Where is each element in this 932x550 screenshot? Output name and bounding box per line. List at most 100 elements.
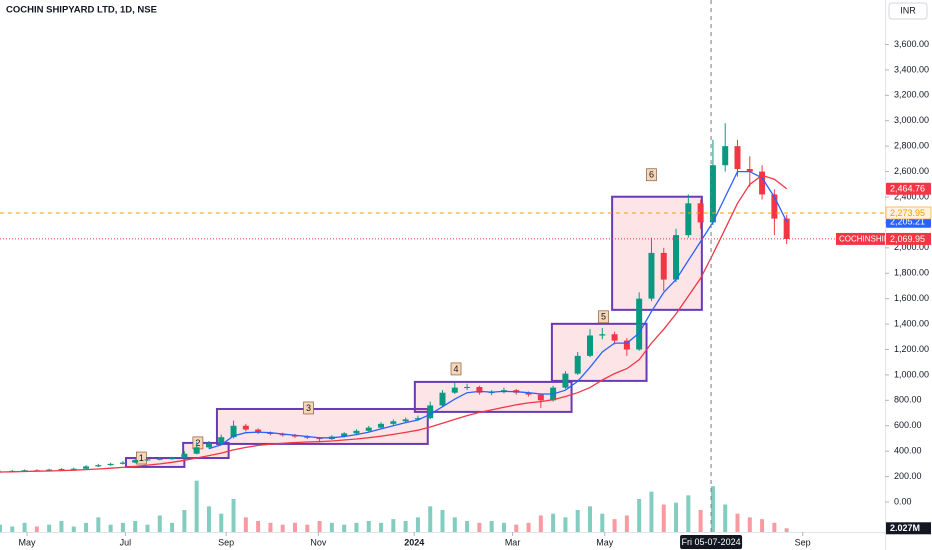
box-label-bg <box>136 451 147 465</box>
currency-box[interactable] <box>888 2 928 20</box>
candle-body <box>660 252 667 280</box>
box-label: 5 <box>601 312 606 322</box>
volume-bar <box>71 526 76 532</box>
candle-body <box>390 421 397 424</box>
candle-body <box>525 392 532 395</box>
x-tick-label: May <box>596 537 614 547</box>
y-tick-label: 1,200.00 <box>894 344 929 354</box>
candle-body <box>759 171 766 195</box>
candle-body <box>144 459 151 461</box>
volume-bar <box>182 510 187 532</box>
volume-bar <box>317 521 322 532</box>
y-tick-label: 200.00 <box>894 471 922 481</box>
volume-bar <box>501 522 506 532</box>
volume-bar <box>526 522 531 532</box>
box-label-bg <box>646 168 657 182</box>
candle-body <box>439 392 446 406</box>
volume-bar <box>747 517 752 532</box>
symbol-tag <box>836 232 885 245</box>
moving-average <box>208 170 788 450</box>
x-tick-label: 2024 <box>404 537 424 547</box>
y-tick-label: 1,800.00 <box>894 268 929 278</box>
x-tick-label: Sep <box>218 537 234 547</box>
crosshair-price-label: 2,273.95 <box>890 208 925 218</box>
volume-bar <box>391 519 396 532</box>
candle-body <box>193 447 200 454</box>
crosshair-price-tag <box>885 206 932 220</box>
y-tick-label: 800.00 <box>894 395 922 405</box>
candle-body <box>316 437 323 440</box>
candle-body <box>476 386 483 393</box>
volume-bar <box>219 513 224 532</box>
x-tick-label: Nov <box>310 537 327 547</box>
volume-bar <box>84 522 89 532</box>
candle-body <box>267 432 274 435</box>
volume-bar <box>293 522 297 532</box>
y-tick-label: 3,200.00 <box>894 90 929 100</box>
candle-body <box>169 458 176 460</box>
volume-bar <box>514 524 519 532</box>
candle-body <box>451 387 458 393</box>
volume-bar <box>268 522 273 532</box>
candle-body <box>562 373 569 388</box>
candle-body <box>587 335 593 356</box>
candle-body <box>107 463 114 466</box>
volume-bar <box>415 517 420 532</box>
y-tick-label: 600.00 <box>894 420 922 430</box>
volume-bar <box>784 528 789 532</box>
candle-body <box>402 419 409 422</box>
y-tick-label: 3,000.00 <box>894 115 929 125</box>
volume-bar <box>674 502 679 532</box>
candle-body <box>21 470 28 472</box>
candle-body <box>574 355 581 374</box>
volume-bar <box>34 526 39 532</box>
candle-body <box>697 203 704 223</box>
price-tag <box>886 182 931 195</box>
price-tag-label: 2,464.76 <box>890 184 925 194</box>
volume-bar <box>231 499 236 532</box>
volume-bar <box>108 524 113 532</box>
volume-bar <box>403 521 408 532</box>
y-tick-label: 400.00 <box>894 446 922 456</box>
candle-body <box>636 298 643 350</box>
y-tick-label: 3,400.00 <box>894 64 929 74</box>
box-label-bg <box>303 401 314 415</box>
candle-body <box>95 465 102 467</box>
candle-body <box>464 386 471 388</box>
symbol-tag-label: COCHINSHIP <box>839 235 889 244</box>
volume-bar <box>698 510 703 532</box>
volume-bar <box>354 522 359 532</box>
volume-bar <box>710 486 715 532</box>
volume-bar <box>10 526 15 532</box>
pattern-box <box>124 457 186 468</box>
volume-bar <box>0 524 2 532</box>
volume-bar <box>329 522 334 532</box>
candle-body <box>70 468 77 470</box>
volume-bar <box>686 495 691 532</box>
volume-bar <box>465 521 470 532</box>
volume-bar <box>575 510 580 532</box>
volume-bar <box>366 521 371 532</box>
volume-tag-label: 2.027M <box>890 523 920 533</box>
volume-bar <box>538 515 543 532</box>
volume-bar <box>600 513 605 532</box>
candle-body <box>685 203 692 236</box>
volume-tag <box>886 522 931 535</box>
box-label-bg <box>450 362 462 376</box>
volume-bar <box>612 519 617 532</box>
y-tick-label: 0.00 <box>894 496 912 506</box>
x-tick-label: Sep <box>795 537 811 547</box>
box-label: 4 <box>454 364 459 374</box>
volume-bar <box>428 506 433 532</box>
candle-body <box>783 218 790 239</box>
volume-bar <box>661 504 666 532</box>
volume-bar <box>157 515 162 532</box>
volume-bar <box>342 524 347 532</box>
box-label-bg <box>598 310 609 324</box>
candle-body <box>119 462 126 464</box>
candle-body <box>537 394 544 401</box>
volume-bar <box>624 515 629 532</box>
candle-body <box>623 340 630 350</box>
candle-body <box>205 443 212 448</box>
volume-bar <box>379 522 384 532</box>
